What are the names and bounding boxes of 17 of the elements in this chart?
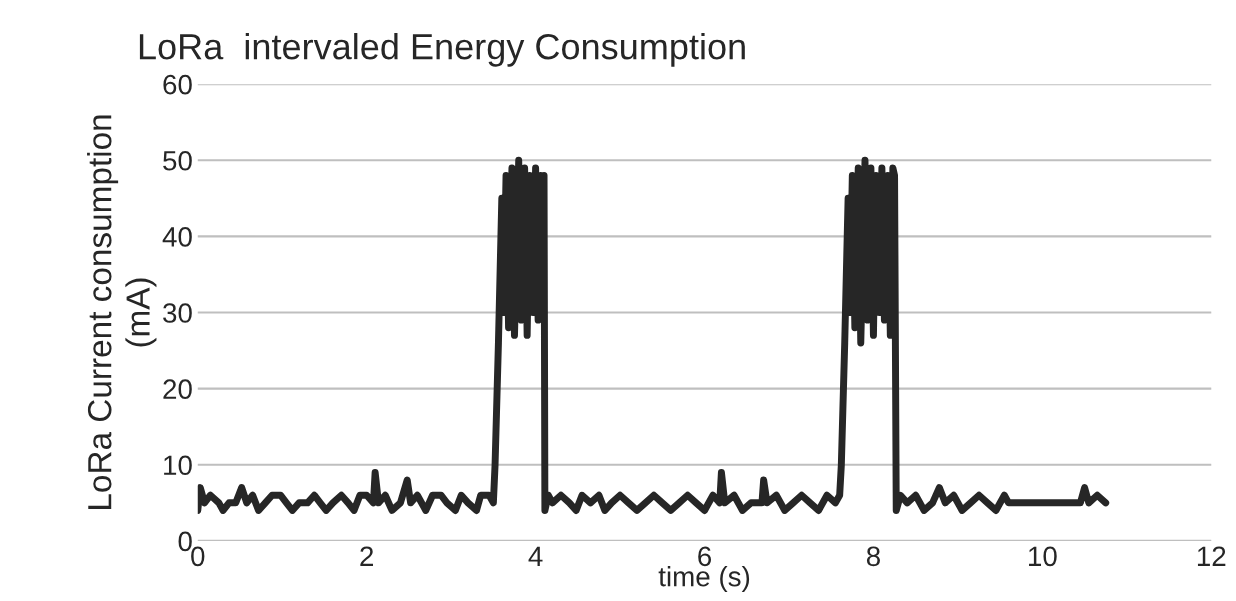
x-tick-label: 0 bbox=[191, 546, 205, 567]
y-axis-title: LoRa Current consumption (mA) bbox=[87, 115, 157, 509]
y-tick-label: 20 bbox=[163, 379, 192, 399]
x-tick-label: 12 bbox=[1197, 546, 1226, 566]
x-axis-title: time (s) bbox=[658, 566, 750, 592]
y-tick-label: 30 bbox=[163, 303, 192, 323]
chart-title: LoRa intervaled Energy Consumption bbox=[139, 32, 745, 67]
y-tick-label: 0 bbox=[178, 531, 192, 552]
x-tick-label: 10 bbox=[1029, 546, 1057, 567]
y-tick-label: 40 bbox=[162, 227, 192, 247]
y-tick-label: 10 bbox=[164, 455, 192, 476]
x-tick-label: 4 bbox=[528, 546, 543, 566]
x-tick-label: 6 bbox=[698, 546, 712, 567]
y-tick-label: 50 bbox=[163, 150, 192, 171]
x-tick-label: 2 bbox=[360, 546, 374, 566]
x-tick-label: 8 bbox=[866, 546, 880, 567]
y-tick-label: 60 bbox=[163, 74, 192, 95]
